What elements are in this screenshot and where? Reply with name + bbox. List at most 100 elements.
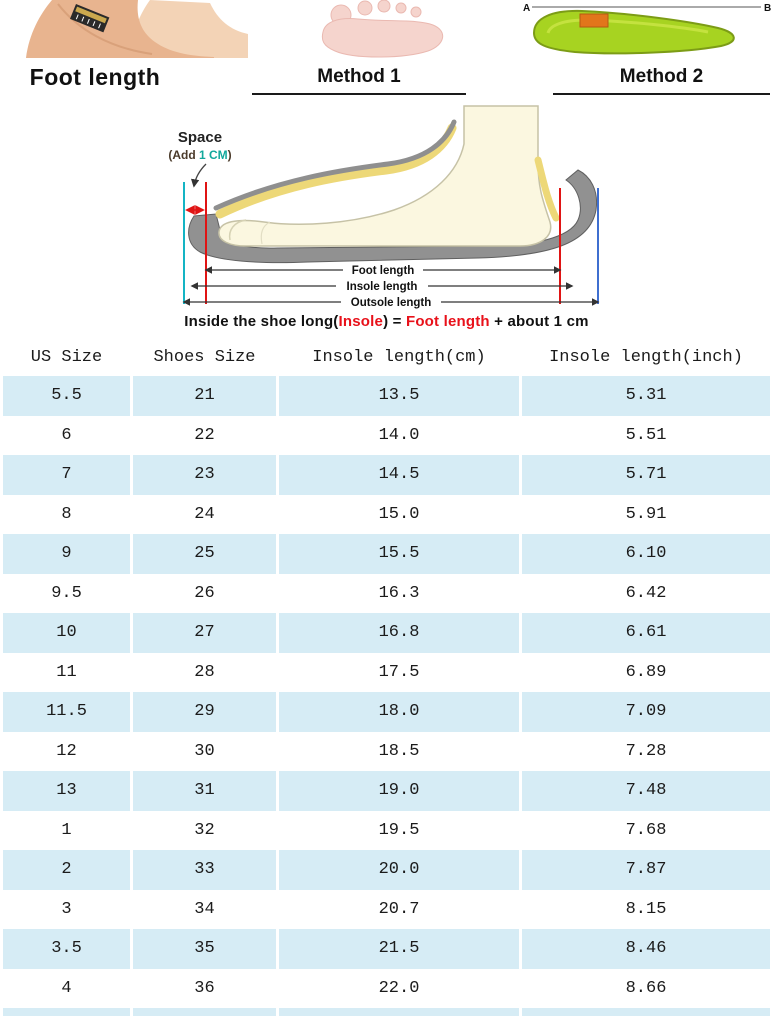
table-cell: 8.46	[522, 929, 770, 969]
table-cell	[279, 1008, 519, 1016]
foot-length-label: Foot length	[29, 64, 161, 90]
table-cell: 5.5	[3, 376, 130, 416]
heel-photo-image	[0, 0, 248, 58]
method1-label: Method 1	[317, 66, 401, 87]
table-cell: 13	[3, 771, 130, 811]
tape-measure-icon	[70, 4, 110, 33]
table-row: 11.5 29 18.0 7.09	[0, 692, 773, 732]
table-cell: 20.0	[279, 850, 519, 890]
formula-mid: ) =	[383, 313, 406, 330]
table-cell: 6.10	[522, 534, 770, 574]
table-row: 10 27 16.8 6.61	[0, 613, 773, 653]
insole-trim	[215, 123, 457, 219]
size-table: US Size Shoes Size Insole length(cm) Insole…	[0, 338, 773, 1016]
table-cell: 16.8	[279, 613, 519, 653]
table-row: 3 34 20.7 8.15	[0, 890, 773, 930]
table-cell: 23	[133, 455, 276, 495]
table-cell: 21	[133, 376, 276, 416]
table-cell: 7.87	[522, 850, 770, 890]
table-row-partial	[0, 1008, 773, 1016]
table-cell: 14.5	[279, 455, 519, 495]
heel-photo	[0, 0, 248, 58]
insole-length-measure-label: Insole length	[347, 281, 418, 293]
table-cell: 7.09	[522, 692, 770, 732]
footprint-icon	[321, 0, 443, 58]
table-cell	[3, 1008, 130, 1016]
table-cell: 25	[133, 534, 276, 574]
marker-a-label: A	[523, 3, 530, 14]
table-cell: 14.0	[378, 425, 420, 445]
outsole-length-label-bg	[341, 295, 441, 309]
table-cell: 19.5	[378, 820, 420, 840]
table-cell: 33	[133, 850, 276, 890]
column-header: US Size	[30, 347, 103, 367]
table-cell	[522, 1008, 770, 1016]
table-cell: 22	[194, 425, 215, 445]
table-cell: 31	[133, 771, 276, 811]
column-header: Insole length(cm)	[312, 347, 486, 367]
table-cell: 5.91	[625, 504, 667, 524]
table-cell: 29	[133, 692, 276, 732]
table-cell: 5.51	[625, 425, 667, 445]
table-cell: 8	[61, 504, 72, 524]
formula-insole: Insole	[338, 313, 384, 330]
table-cell: 9	[3, 534, 130, 574]
method1-panel: Method 1	[248, 0, 518, 96]
table-row: 13 31 19.0 7.48	[0, 771, 773, 811]
insole-image: A B	[518, 0, 773, 58]
table-cell	[133, 1008, 276, 1016]
table-cell: 34	[194, 899, 215, 919]
table-cell: 19.0	[279, 771, 519, 811]
table-cell: 1	[61, 820, 72, 840]
table-cell: 7.48	[522, 771, 770, 811]
table-cell: 15.5	[279, 534, 519, 574]
shoe-diagram-svg: Space (Add 1 CM) Foot length Insole leng…	[168, 105, 600, 309]
footprint-image	[248, 0, 518, 58]
table-cell: 30	[194, 741, 215, 761]
column-header: Shoes Size	[153, 347, 256, 367]
table-row: 7 23 14.5 5.71	[0, 455, 773, 495]
insole-icon: A B	[523, 3, 771, 55]
table-cell: 8.15	[625, 899, 667, 919]
foot-length-label-bg	[343, 263, 423, 277]
top-strip: Foot length Method 1	[0, 0, 773, 96]
table-cell: 26	[194, 583, 215, 603]
formula-suffix: + about 1 cm	[489, 313, 589, 330]
space-pointer-arrow	[190, 163, 207, 188]
toe-line	[228, 219, 247, 241]
table-cell: 3	[61, 899, 72, 919]
shoe-measure-diagram: Space (Add 1 CM) Foot length Insole leng…	[0, 96, 773, 312]
table-cell: 10	[3, 613, 130, 653]
table-cell: 20.7	[378, 899, 420, 919]
table-cell: 22.0	[378, 978, 420, 998]
table-cell: 6.42	[625, 583, 667, 603]
method2-panel: A B Method 2	[518, 0, 773, 96]
table-cell: 18.5	[378, 741, 420, 761]
table-cell: 32	[194, 820, 215, 840]
table-cell: 8.66	[625, 978, 667, 998]
table-row: 9.5 26 16.3 6.42	[0, 574, 773, 614]
method2-label: Method 2	[619, 66, 704, 87]
insole-length-label-bg	[336, 279, 428, 293]
table-cell: 5.31	[522, 376, 770, 416]
space-label: Space	[178, 129, 222, 146]
table-cell: 28	[194, 662, 215, 682]
table-cell: 6	[61, 425, 72, 445]
outsole-length-measure-label: Outsole length	[351, 297, 432, 309]
table-cell: 6.89	[625, 662, 667, 682]
method1-underline	[252, 93, 466, 95]
table-cell: 7.68	[625, 820, 667, 840]
table-cell: 5.71	[522, 455, 770, 495]
table-cell: 16.3	[378, 583, 420, 603]
method2-underline	[553, 93, 770, 95]
formula-prefix: Inside the shoe long(	[184, 313, 339, 330]
table-cell: 7	[3, 455, 130, 495]
space-add-label: (Add 1 CM)	[168, 148, 231, 162]
table-cell: 11	[56, 662, 77, 682]
table-cell: 13.5	[279, 376, 519, 416]
shoe-upper-edge	[213, 119, 457, 211]
table-cell: 24	[194, 504, 215, 524]
table-cell: 7.28	[625, 741, 667, 761]
table-cell: 18.0	[279, 692, 519, 732]
